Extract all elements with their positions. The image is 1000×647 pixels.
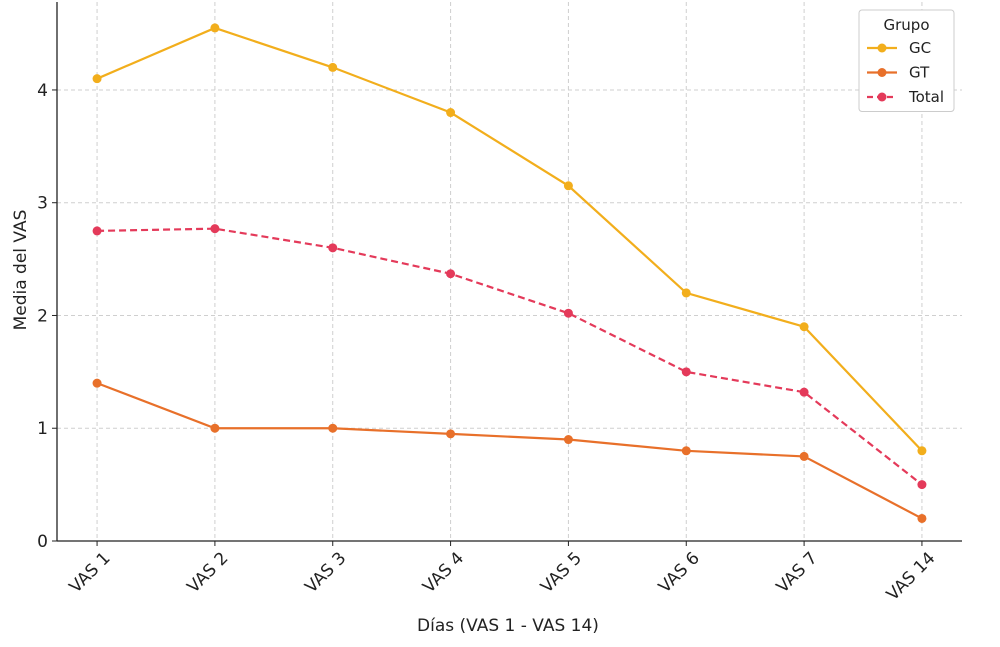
- y-tick-label: 2: [37, 306, 48, 326]
- x-tick-label: VAS 3: [301, 548, 350, 597]
- x-axis-label: Días (VAS 1 - VAS 14): [417, 616, 599, 636]
- x-tick-label: VAS 4: [419, 548, 468, 597]
- legend-marker: [877, 43, 887, 53]
- x-tick-label: VAS 2: [184, 548, 233, 597]
- data-point: [328, 423, 338, 433]
- y-tick-label: 0: [37, 532, 48, 552]
- data-point: [210, 23, 220, 33]
- data-point: [92, 74, 102, 84]
- data-point: [446, 429, 456, 439]
- data-point: [328, 62, 338, 72]
- legend-box: [858, 9, 955, 112]
- data-point: [92, 378, 102, 388]
- data-point: [799, 451, 809, 461]
- data-point: [917, 446, 927, 456]
- data-point: [681, 367, 691, 377]
- legend-marker: [877, 92, 887, 102]
- y-tick-label: 1: [37, 419, 48, 439]
- x-tick-label: VAS 14: [883, 548, 940, 605]
- data-point: [563, 435, 573, 445]
- x-tick-label: VAS 6: [655, 548, 704, 597]
- data-point: [681, 446, 691, 456]
- series-line: [96, 382, 923, 520]
- legend-label: Total: [908, 88, 944, 106]
- data-point: [563, 308, 573, 318]
- data-point: [563, 181, 573, 191]
- data-point: [446, 269, 456, 279]
- legend-marker: [877, 68, 887, 77]
- series-line: [96, 26, 923, 452]
- data-point: [681, 288, 691, 298]
- data-point: [446, 108, 456, 118]
- data-point: [328, 243, 338, 253]
- data-point: [799, 322, 809, 332]
- data-point: [92, 226, 102, 236]
- series-line: [97, 227, 923, 486]
- data-point: [210, 423, 220, 433]
- data-point: [799, 387, 809, 397]
- data-point: [917, 513, 927, 523]
- legend-label: GT: [909, 64, 930, 82]
- legend-title: Grupo: [884, 16, 930, 34]
- legend-label: GC: [909, 39, 931, 57]
- data-point: [917, 480, 927, 490]
- x-tick-label: VAS 1: [66, 548, 115, 597]
- y-axis-label: Media del VAS: [11, 210, 31, 331]
- x-tick-label: VAS 7: [773, 548, 822, 597]
- y-tick-label: 4: [37, 81, 48, 101]
- y-tick-label: 3: [37, 194, 48, 214]
- data-point: [210, 224, 220, 234]
- x-tick-label: VAS 5: [537, 548, 586, 597]
